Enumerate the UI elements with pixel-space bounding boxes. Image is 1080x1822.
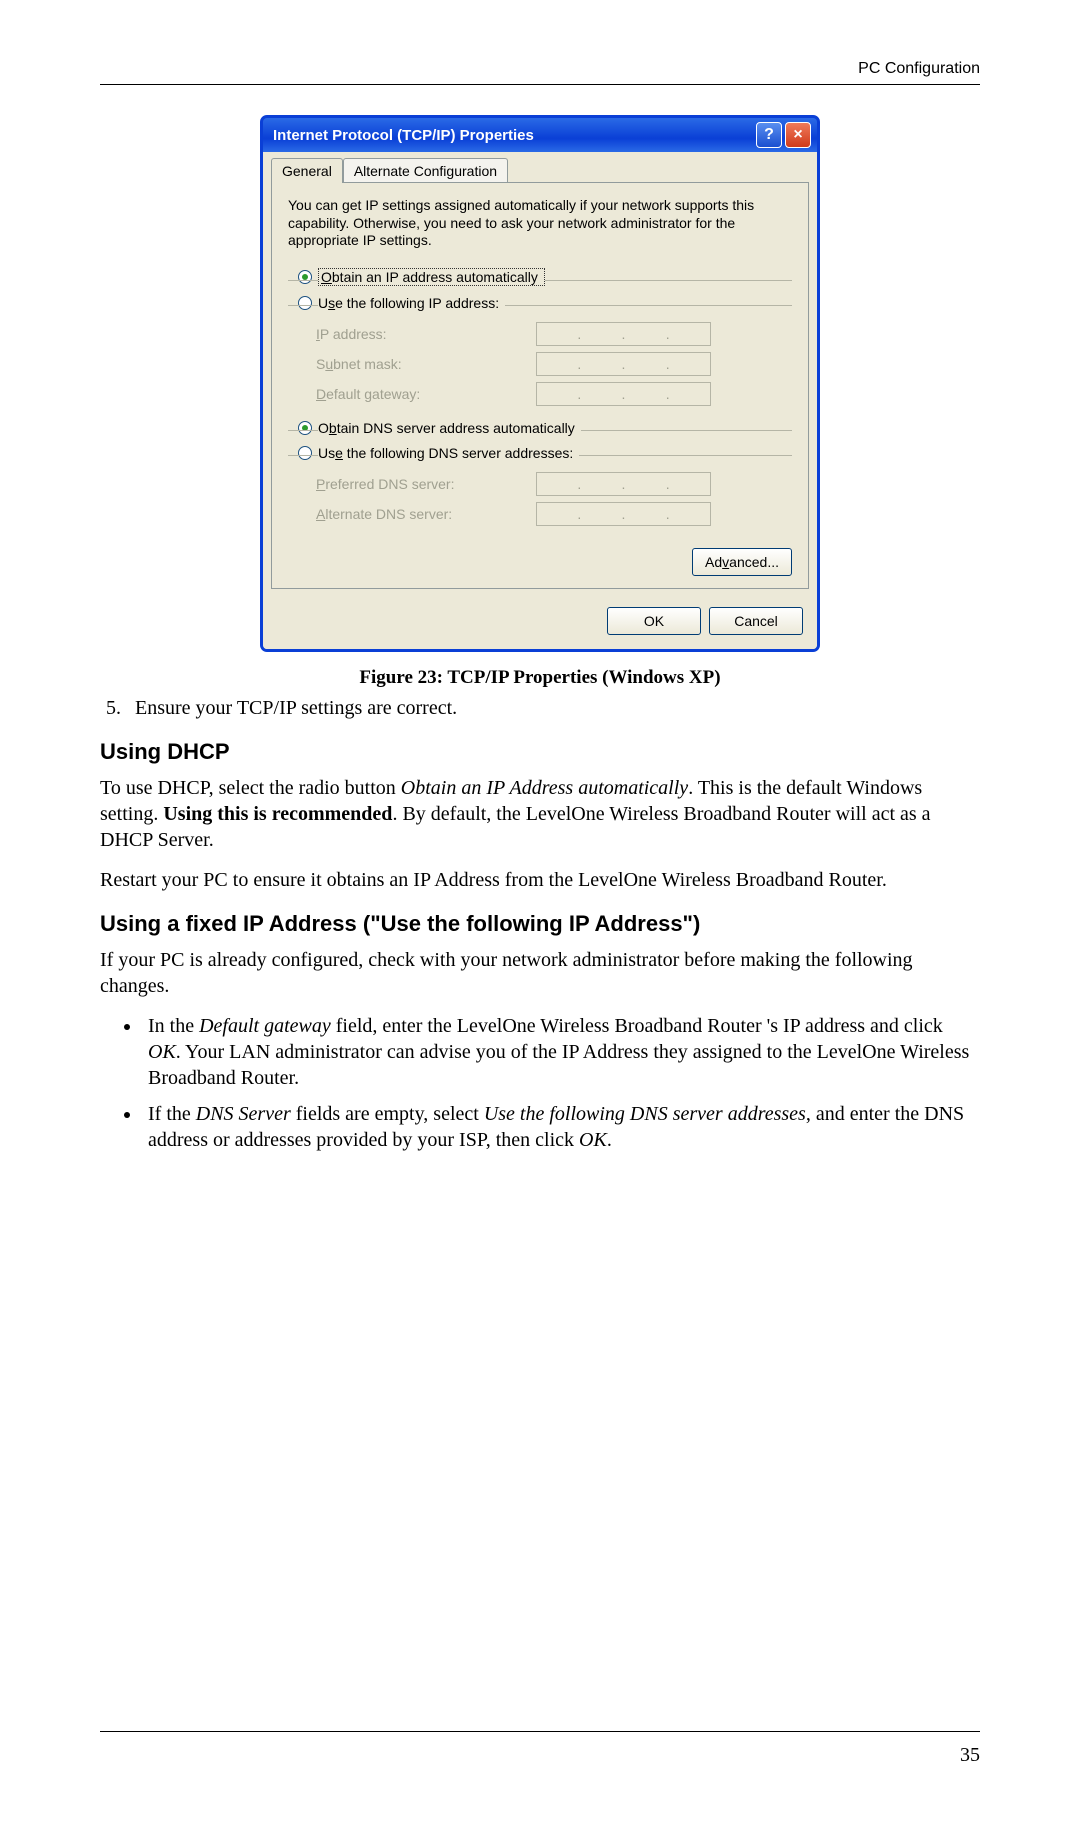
field-label: Default gateway: — [316, 386, 536, 402]
radio-icon — [298, 270, 312, 284]
paragraph-dhcp-2: Restart your PC to ensure it obtains an … — [100, 867, 980, 893]
ok-button[interactable]: OK — [607, 607, 701, 635]
advanced-button[interactable]: Advanced... — [692, 548, 792, 576]
tcpip-dialog: Internet Protocol (TCP/IP) Properties ? … — [260, 115, 820, 652]
list-item: In the Default gateway field, enter the … — [142, 1013, 980, 1091]
field-label: IP address: — [316, 326, 536, 342]
radio-use-following-ip[interactable]: Use the following IP address: — [298, 295, 792, 311]
dialog-body: General Alternate Configuration You can … — [263, 152, 817, 649]
radio-label: Obtain an IP address automatically — [318, 268, 545, 286]
ip-group: Obtain an IP address automatically Use t… — [288, 268, 792, 406]
radio-label: Use the following IP address: — [318, 295, 505, 311]
radio-icon — [298, 446, 312, 460]
paragraph-fixed-intro: If your PC is already configured, check … — [100, 947, 980, 999]
page-number: 35 — [960, 1744, 980, 1767]
radio-obtain-dns-auto[interactable]: Obtain DNS server address automatically — [298, 420, 792, 436]
heading-using-dhcp: Using DHCP — [100, 739, 980, 765]
radio-icon — [298, 421, 312, 435]
tab-alternate[interactable]: Alternate Configuration — [343, 158, 508, 182]
field-subnet-mask: Subnet mask: ... — [316, 352, 792, 376]
header-section: PC Configuration — [100, 60, 980, 78]
list-number: 5. — [106, 695, 121, 721]
dialog-footer: OK Cancel — [263, 597, 817, 649]
list-item: If the DNS Server fields are empty, sele… — [142, 1101, 980, 1153]
tab-general[interactable]: General — [271, 158, 343, 183]
radio-label: Use the following DNS server addresses: — [318, 445, 579, 461]
cancel-button[interactable]: Cancel — [709, 607, 803, 635]
list-text: Ensure your TCP/IP settings are correct. — [135, 695, 457, 721]
field-default-gateway: Default gateway: ... — [316, 382, 792, 406]
radio-obtain-ip-auto[interactable]: Obtain an IP address automatically — [298, 268, 792, 286]
tab-panel-general: You can get IP settings assigned automat… — [271, 182, 809, 589]
paragraph-dhcp-1: To use DHCP, select the radio button Obt… — [100, 775, 980, 853]
field-alternate-dns: Alternate DNS server: ... — [316, 502, 792, 526]
titlebar: Internet Protocol (TCP/IP) Properties ? … — [263, 118, 817, 152]
intro-text: You can get IP settings assigned automat… — [288, 197, 792, 250]
field-label: Subnet mask: — [316, 356, 536, 372]
figure-caption: Figure 23: TCP/IP Properties (Windows XP… — [100, 667, 980, 689]
bullet-list: In the Default gateway field, enter the … — [100, 1013, 980, 1153]
step-5: 5. Ensure your TCP/IP settings are corre… — [106, 695, 980, 721]
field-ip-address: IP address: ... — [316, 322, 792, 346]
heading-fixed-ip: Using a fixed IP Address ("Use the follo… — [100, 911, 980, 937]
field-label: Alternate DNS server: — [316, 506, 536, 522]
preferred-dns-input[interactable]: ... — [536, 472, 711, 496]
dns-group: Obtain DNS server address automatically … — [288, 420, 792, 526]
alternate-dns-input[interactable]: ... — [536, 502, 711, 526]
dialog-title: Internet Protocol (TCP/IP) Properties — [273, 127, 753, 144]
field-label: Preferred DNS server: — [316, 476, 536, 492]
field-preferred-dns: Preferred DNS server: ... — [316, 472, 792, 496]
figure-container: Internet Protocol (TCP/IP) Properties ? … — [100, 115, 980, 657]
radio-icon — [298, 296, 312, 310]
subnet-input[interactable]: ... — [536, 352, 711, 376]
footer-rule — [100, 1731, 980, 1732]
header-rule — [100, 84, 980, 85]
help-button[interactable]: ? — [756, 122, 782, 148]
close-button[interactable]: × — [785, 122, 811, 148]
tab-strip: General Alternate Configuration — [263, 152, 817, 182]
radio-label: Obtain DNS server address automatically — [318, 420, 581, 436]
ip-input[interactable]: ... — [536, 322, 711, 346]
radio-use-following-dns[interactable]: Use the following DNS server addresses: — [298, 445, 792, 461]
gateway-input[interactable]: ... — [536, 382, 711, 406]
